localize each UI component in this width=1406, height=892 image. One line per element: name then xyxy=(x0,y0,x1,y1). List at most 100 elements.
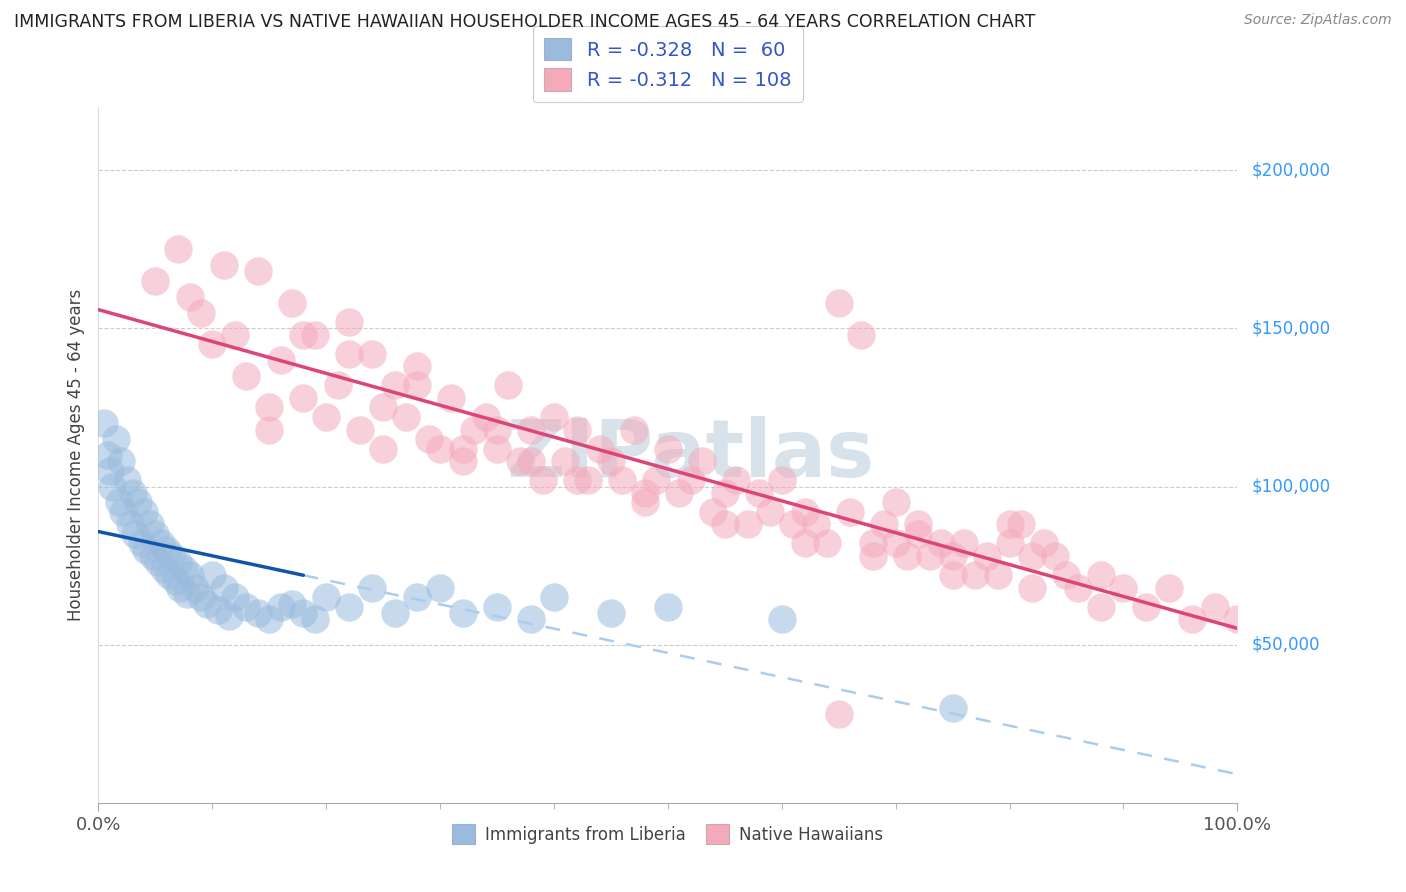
Point xyxy=(371,442,394,456)
Point xyxy=(127,495,149,509)
Text: ZIPatlas: ZIPatlas xyxy=(506,416,875,494)
Point xyxy=(815,536,838,550)
Point xyxy=(1204,599,1226,614)
Point xyxy=(657,442,679,456)
Point xyxy=(907,517,929,532)
Point xyxy=(121,486,143,500)
Point xyxy=(690,454,713,468)
Point xyxy=(804,517,827,532)
Point xyxy=(554,454,576,468)
Point xyxy=(770,612,793,626)
Point xyxy=(451,454,474,468)
Text: $150,000: $150,000 xyxy=(1251,319,1330,337)
Point xyxy=(965,568,987,582)
Point xyxy=(942,549,965,563)
Point xyxy=(429,442,451,456)
Point xyxy=(259,423,281,437)
Point xyxy=(167,243,190,257)
Point xyxy=(195,597,218,611)
Point xyxy=(714,517,737,532)
Point xyxy=(246,606,269,620)
Point xyxy=(1090,568,1112,582)
Point xyxy=(281,597,304,611)
Point xyxy=(520,612,543,626)
Point xyxy=(623,423,645,437)
Point xyxy=(224,327,246,342)
Point xyxy=(1010,517,1032,532)
Point xyxy=(406,359,429,374)
Point xyxy=(349,423,371,437)
Point xyxy=(418,432,440,446)
Point xyxy=(184,581,207,595)
Point xyxy=(1157,581,1180,595)
Point xyxy=(169,581,191,595)
Point xyxy=(165,574,187,589)
Point xyxy=(162,549,184,563)
Point xyxy=(246,264,269,278)
Point xyxy=(190,305,212,319)
Point xyxy=(565,423,588,437)
Y-axis label: Householder Income Ages 45 - 64 years: Householder Income Ages 45 - 64 years xyxy=(66,289,84,621)
Point xyxy=(588,442,610,456)
Point xyxy=(360,581,382,595)
Point xyxy=(384,378,406,392)
Point xyxy=(520,454,543,468)
Point xyxy=(201,337,224,351)
Point xyxy=(1226,612,1249,626)
Point xyxy=(212,258,235,272)
Point xyxy=(108,495,131,509)
Point xyxy=(224,591,246,605)
Point xyxy=(96,448,118,462)
Point xyxy=(657,599,679,614)
Point xyxy=(384,606,406,620)
Point xyxy=(1032,536,1054,550)
Point xyxy=(714,486,737,500)
Point xyxy=(1067,581,1090,595)
Point xyxy=(998,517,1021,532)
Point xyxy=(150,536,173,550)
Point xyxy=(565,473,588,487)
Point xyxy=(486,442,509,456)
Point xyxy=(543,409,565,424)
Text: $200,000: $200,000 xyxy=(1251,161,1330,179)
Point xyxy=(509,454,531,468)
Point xyxy=(953,536,976,550)
Point xyxy=(873,517,896,532)
Point xyxy=(1056,568,1078,582)
Point xyxy=(987,568,1010,582)
Point xyxy=(634,495,657,509)
Point xyxy=(679,473,702,487)
Point xyxy=(104,432,127,446)
Point xyxy=(337,347,360,361)
Point xyxy=(759,505,782,519)
Point xyxy=(304,327,326,342)
Point xyxy=(395,409,418,424)
Point xyxy=(98,464,121,478)
Point xyxy=(1090,599,1112,614)
Point xyxy=(120,517,142,532)
Point xyxy=(176,587,198,601)
Point xyxy=(201,568,224,582)
Point xyxy=(292,606,315,620)
Point xyxy=(486,423,509,437)
Legend: Immigrants from Liberia, Native Hawaiians: Immigrants from Liberia, Native Hawaiian… xyxy=(441,814,894,854)
Point xyxy=(179,568,201,582)
Point xyxy=(1112,581,1135,595)
Point xyxy=(259,401,281,415)
Point xyxy=(1043,549,1066,563)
Point xyxy=(132,505,155,519)
Point xyxy=(576,473,599,487)
Point xyxy=(406,591,429,605)
Point xyxy=(110,454,132,468)
Point xyxy=(212,581,235,595)
Point xyxy=(153,562,176,576)
Point xyxy=(543,591,565,605)
Point xyxy=(218,609,240,624)
Point xyxy=(828,707,851,722)
Point xyxy=(145,274,167,288)
Point xyxy=(702,505,724,519)
Point xyxy=(748,486,770,500)
Point xyxy=(725,473,748,487)
Point xyxy=(737,517,759,532)
Point xyxy=(942,568,965,582)
